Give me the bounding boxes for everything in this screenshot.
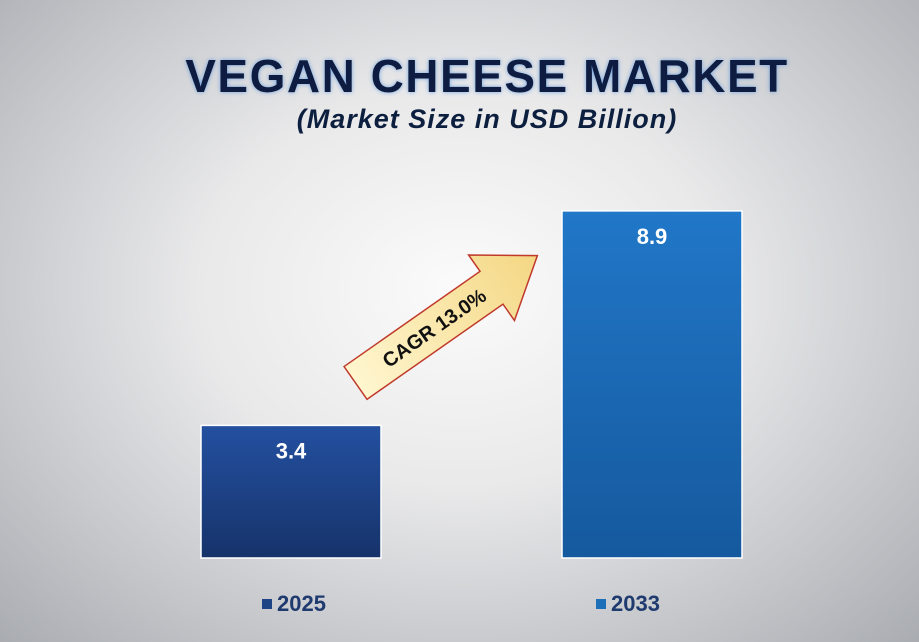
bars-group: 3.4 8.9 bbox=[200, 210, 743, 559]
bar-2025 bbox=[200, 424, 382, 559]
chart-subtitle: (Market Size in USD Billion) bbox=[297, 104, 678, 134]
legend-label-2033: 2033 bbox=[611, 591, 660, 616]
cagr-arrow-shape bbox=[343, 254, 539, 401]
cagr-label: CAGR 13.0% bbox=[379, 285, 491, 373]
legend-swatch-2033 bbox=[596, 599, 606, 609]
legend-label-2025: 2025 bbox=[277, 591, 326, 616]
value-label-2025: 3.4 bbox=[276, 438, 307, 463]
cagr-arrow: CAGR 13.0% bbox=[343, 254, 539, 401]
bar-2033 bbox=[561, 210, 743, 559]
chart-title: VEGAN CHEESE MARKET bbox=[185, 50, 789, 102]
legend-swatch-2025 bbox=[262, 599, 272, 609]
legend: 2025 2033 bbox=[262, 591, 660, 616]
value-label-2033: 8.9 bbox=[637, 224, 668, 249]
